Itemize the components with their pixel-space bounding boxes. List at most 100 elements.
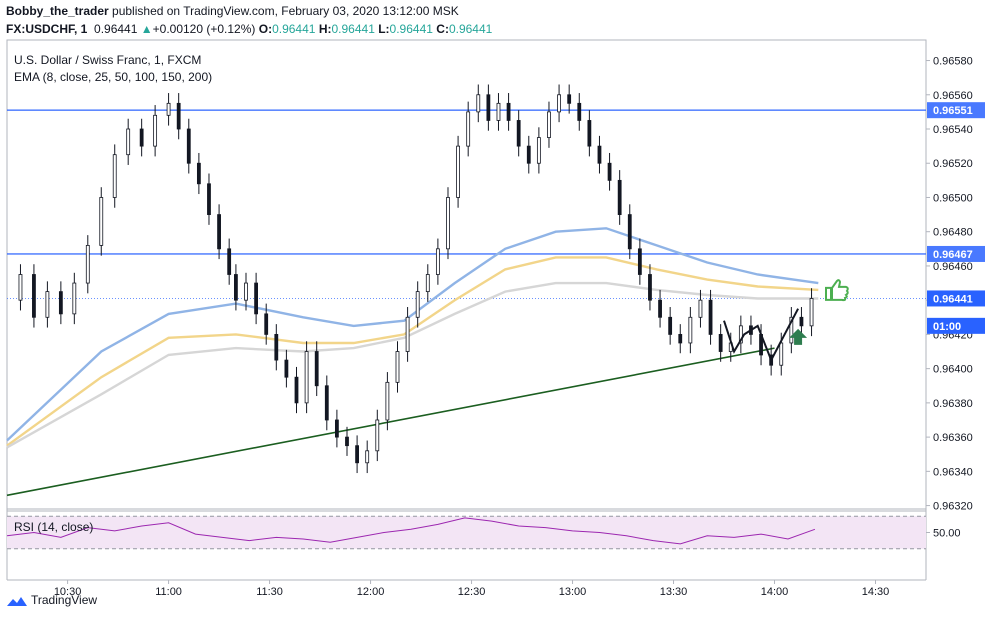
price-axis-badge-label: 0.96551 <box>933 105 973 117</box>
rsi-band <box>7 516 926 549</box>
candle-body <box>217 214 221 250</box>
candle-body <box>617 179 622 215</box>
candle-body <box>526 145 531 164</box>
price-tick-label: 0.96360 <box>933 432 973 444</box>
candle-body <box>385 381 390 421</box>
open-label: O: <box>258 22 273 36</box>
low-value: 0.96441 <box>389 22 433 36</box>
candle-body <box>536 137 541 164</box>
time-tick-label: 10:30 <box>54 586 82 598</box>
candle-body <box>99 197 104 246</box>
price-axis-badge-label: 0.96441 <box>933 293 973 305</box>
candle-body <box>334 419 339 438</box>
publish-line: Bobby_the_trader published on TradingVie… <box>6 3 459 19</box>
high-label: H: <box>318 22 332 36</box>
candle-body <box>547 111 551 138</box>
candle-body <box>365 450 370 464</box>
candle-body <box>395 351 400 383</box>
candle-body <box>799 316 804 327</box>
price-axis-badge <box>927 317 985 334</box>
candle-body <box>72 282 77 315</box>
candle-body <box>698 299 703 318</box>
candle-body <box>506 102 511 121</box>
drawn-w-pattern[interactable] <box>723 308 799 363</box>
candle-body <box>738 325 743 344</box>
published-text: published on TradingView.com, February 0… <box>108 4 459 18</box>
candle-body <box>567 94 572 104</box>
candle-body <box>264 313 269 335</box>
candle-body <box>435 248 440 275</box>
candle-body <box>207 183 211 215</box>
candle-body <box>58 291 63 315</box>
ema-line <box>6 281 819 449</box>
candle-body <box>597 145 602 164</box>
candle-body <box>244 282 248 301</box>
ohlc-line: FX:USDCHF, 1 0.96441 ▲+0.00120 (+0.12%) … <box>6 21 492 37</box>
candle-body <box>607 162 612 181</box>
candle-body <box>139 128 144 147</box>
time-tick-label: 14:00 <box>761 586 789 598</box>
candle-body <box>274 334 279 361</box>
candle-body <box>345 436 349 447</box>
candle-body <box>18 274 23 301</box>
candle-body <box>678 334 683 344</box>
candle-body <box>304 351 309 404</box>
rsi-line <box>6 517 816 545</box>
price-axis-badge <box>927 290 985 307</box>
candle-body <box>516 120 521 147</box>
candle-body <box>112 154 117 198</box>
candle-body <box>186 128 191 164</box>
candle-body <box>789 316 794 344</box>
rsi-tick-label: 50.00 <box>933 528 961 540</box>
close-label: C: <box>436 22 449 36</box>
price-tick-label: 0.96580 <box>933 56 973 68</box>
candle-body <box>415 291 420 318</box>
price-tick-label: 0.96520 <box>933 158 973 170</box>
candle-body <box>227 248 232 275</box>
time-tick-label: 12:30 <box>458 586 486 598</box>
candle-body <box>668 316 673 335</box>
thumbs-up-shape <box>825 279 849 302</box>
candle-body <box>153 114 158 147</box>
time-tick-label: 11:30 <box>256 586 283 598</box>
candle-body <box>284 359 289 378</box>
candle-body <box>587 120 592 147</box>
time-tick-label: 12:00 <box>357 586 385 598</box>
candle-body <box>466 111 471 147</box>
candle-body <box>456 145 460 198</box>
candle-body <box>294 376 299 404</box>
author-name: Bobby_the_trader <box>6 4 109 18</box>
price-tick-label: 0.96560 <box>933 90 973 102</box>
candle-body <box>496 102 501 121</box>
candle-body <box>476 94 481 113</box>
candle-body <box>32 274 36 318</box>
candle-body <box>446 197 450 250</box>
brand-label: TradingView <box>31 593 98 607</box>
price-tick-label: 0.96340 <box>933 466 973 478</box>
price-tick-label: 0.96480 <box>933 227 973 239</box>
candle-body <box>809 298 814 327</box>
candle-body <box>779 342 784 366</box>
tradingview-logo-icon <box>7 596 27 606</box>
rsi-legend: RSI (14, close) <box>14 520 93 534</box>
time-tick-label: 13:30 <box>660 586 688 598</box>
trend-line[interactable] <box>6 347 775 497</box>
price-tick-label: 0.96540 <box>933 124 973 136</box>
candle-body <box>405 316 410 352</box>
ema-legend: EMA (8, close, 25, 50, 100, 150, 200) <box>14 70 212 84</box>
price-axis-badge-label: 0.96467 <box>933 249 973 261</box>
candle-body <box>324 385 329 421</box>
price-axis-badge <box>927 102 985 119</box>
candle-body <box>196 162 201 185</box>
price-tick-label: 0.96320 <box>933 501 973 513</box>
price-tick-label: 0.96400 <box>933 364 973 376</box>
price-tick-label: 0.96460 <box>933 261 973 273</box>
candle-body <box>718 334 723 352</box>
candle-body <box>627 214 632 250</box>
tradingview-logo[interactable]: TradingView <box>6 592 97 608</box>
low-label: L: <box>378 22 390 36</box>
candle-body <box>126 128 131 156</box>
candle-body <box>425 274 430 293</box>
close-value: 0.96441 <box>448 22 493 36</box>
